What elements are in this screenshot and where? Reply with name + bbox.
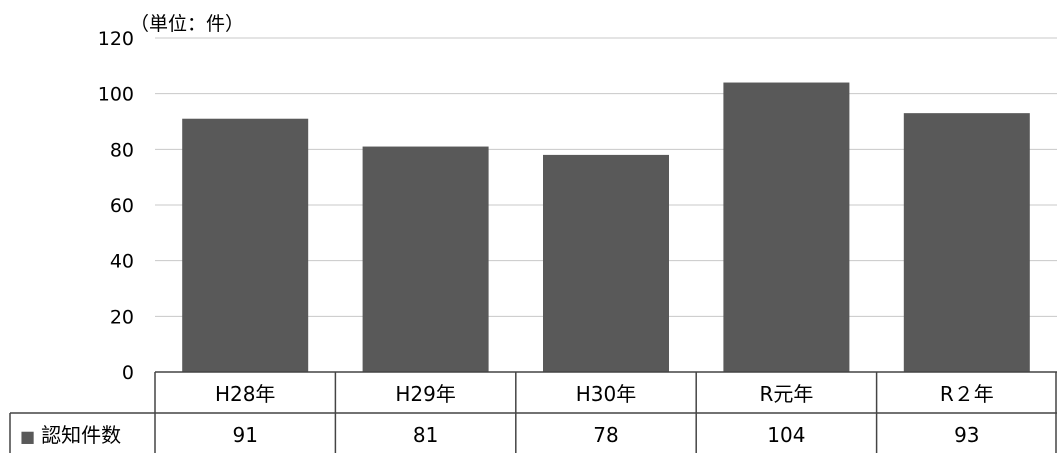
category-label: R元年 <box>759 382 813 406</box>
y-tick-label: 40 <box>110 251 134 273</box>
category-label: H29年 <box>395 382 456 406</box>
bar-3 <box>543 154 669 372</box>
value-cell: 78 <box>593 423 618 447</box>
bar-4 <box>723 82 850 373</box>
value-cell: 91 <box>232 423 257 447</box>
bar-1 <box>182 118 309 372</box>
y-tick-label: 60 <box>110 195 134 217</box>
value-cell: 104 <box>767 423 805 447</box>
data-table: H28年 H29年 H30年 R元年 R２年 ■ 認知件数 91 81 78 104 93 <box>9 371 1057 453</box>
y-tick-label: 20 <box>110 306 134 328</box>
series-name-cell: ■ 認知件数 <box>20 423 121 447</box>
bar-5 <box>903 113 1030 373</box>
category-label: R２年 <box>940 382 994 406</box>
bar-2 <box>362 146 489 372</box>
y-axis: 0 20 40 60 80 100 120 <box>98 28 134 384</box>
category-label: H30年 <box>576 382 637 406</box>
series-name: 認知件数 <box>41 423 121 447</box>
bars <box>182 82 1030 373</box>
unit-label: （単位：件） <box>130 13 244 35</box>
value-cell: 81 <box>413 423 438 447</box>
y-tick-label: 80 <box>110 139 134 161</box>
legend-marker-icon: ■ <box>20 427 35 446</box>
y-tick-label: 120 <box>98 28 134 50</box>
value-cell: 93 <box>954 423 979 447</box>
y-tick-label: 100 <box>98 84 134 106</box>
category-label: H28年 <box>215 382 276 406</box>
y-tick-label: 0 <box>122 362 134 384</box>
